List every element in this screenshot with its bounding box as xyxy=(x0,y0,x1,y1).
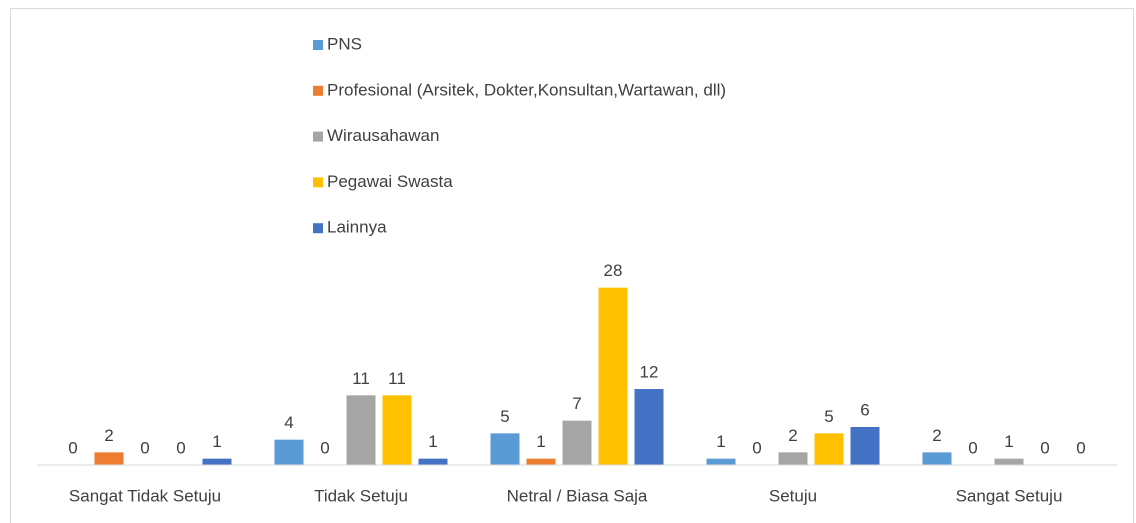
bar xyxy=(598,287,628,465)
bar xyxy=(418,458,448,465)
bar xyxy=(706,458,736,465)
data-label: 5 xyxy=(824,407,833,426)
data-label: 0 xyxy=(320,438,329,457)
bar xyxy=(382,395,412,465)
data-label: 5 xyxy=(500,407,509,426)
data-label: 0 xyxy=(1076,438,1085,457)
data-label: 6 xyxy=(860,400,869,419)
data-label: 28 xyxy=(604,261,623,280)
data-label: 1 xyxy=(212,432,221,451)
bar xyxy=(202,458,232,465)
data-label: 12 xyxy=(640,362,659,381)
x-tick-label: Sangat Tidak Setuju xyxy=(69,486,221,505)
data-label: 0 xyxy=(968,438,977,457)
data-label: 1 xyxy=(716,432,725,451)
bar xyxy=(778,452,808,465)
legend-swatch xyxy=(313,223,323,234)
data-label: 0 xyxy=(68,438,77,457)
bar xyxy=(634,389,664,465)
legend-swatch xyxy=(313,40,323,50)
bar xyxy=(346,395,376,465)
data-label: 7 xyxy=(572,394,581,413)
bar xyxy=(526,458,556,465)
x-tick-label: Netral / Biasa Saja xyxy=(507,486,648,505)
bar xyxy=(814,433,844,465)
legend-swatch xyxy=(313,85,323,96)
x-tick-label: Tidak Setuju xyxy=(314,486,408,505)
data-label: 0 xyxy=(752,438,761,457)
bar xyxy=(490,433,520,465)
data-label: 0 xyxy=(1040,438,1049,457)
bar xyxy=(850,427,880,465)
data-label: 0 xyxy=(140,438,149,457)
data-label: 2 xyxy=(788,426,797,445)
legend-label: Lainnya xyxy=(327,218,387,237)
data-label: 11 xyxy=(388,369,406,388)
bar xyxy=(274,439,304,465)
data-label: 1 xyxy=(1004,432,1013,451)
bar xyxy=(994,458,1024,465)
legend-label: Wirausahawan xyxy=(327,126,439,145)
data-label: 4 xyxy=(284,413,293,432)
data-label: 2 xyxy=(932,426,941,445)
data-label: 2 xyxy=(104,426,113,445)
data-label: 0 xyxy=(176,438,185,457)
data-label: 1 xyxy=(536,432,545,451)
bar xyxy=(562,420,592,465)
legend-label: Pegawai Swasta xyxy=(327,172,453,191)
x-tick-label: Sangat Setuju xyxy=(956,486,1063,505)
legend-swatch xyxy=(313,131,323,142)
x-tick-label: Setuju xyxy=(769,486,817,505)
bar xyxy=(94,452,124,465)
bar xyxy=(922,452,952,465)
legend-label: Profesional (Arsitek, Dokter,Konsultan,W… xyxy=(327,80,726,99)
legend-swatch xyxy=(313,177,323,188)
legend-label: PNS xyxy=(327,34,362,53)
data-label: 11 xyxy=(352,369,370,388)
data-label: 1 xyxy=(428,432,437,451)
